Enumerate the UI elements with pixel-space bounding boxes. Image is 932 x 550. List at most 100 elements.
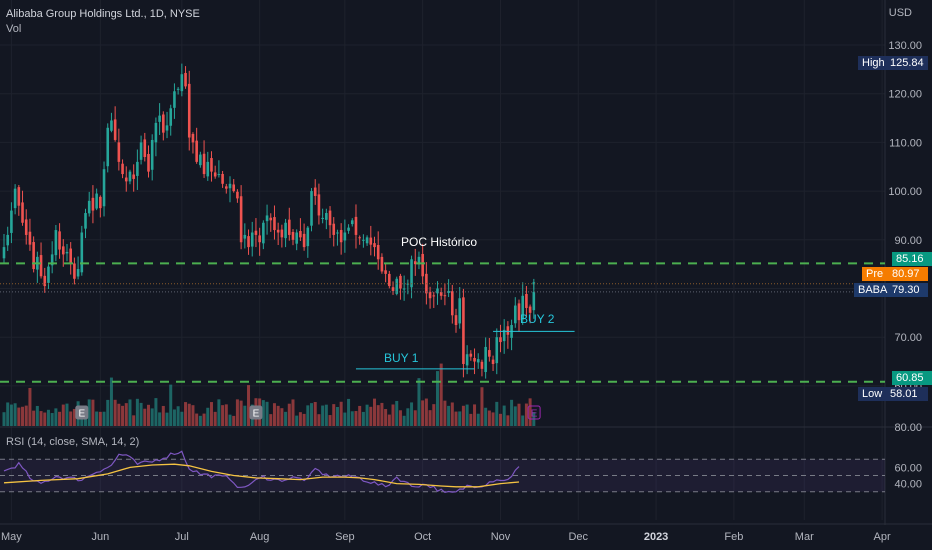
horizontal-levels[interactable] [0,262,885,383]
volume-bar-63 [235,399,239,426]
candle-body-78 [291,231,295,240]
volume-bar-127 [473,404,477,426]
volume-bar-106 [395,400,399,426]
x-tick-label-0: May [1,531,22,543]
volume-bar-8 [32,410,36,426]
volume-bar-74 [276,405,280,426]
candle-body-42 [158,115,161,122]
candle-body-32 [121,163,124,175]
high-badge: High 125.84 [858,56,928,70]
volume-bar-121 [450,402,454,426]
candle-body-130 [484,346,487,373]
buy1-annotation[interactable]: BUY 1 [384,351,419,365]
candle-body-77 [287,219,291,235]
candle-body-47 [176,88,180,90]
volume-bar-42 [158,412,162,426]
symbol-badge: BABA 79.30 [854,283,928,297]
volume-bar-105 [391,404,395,426]
candle-body-10 [39,255,43,277]
candle-body-31 [117,142,121,162]
y-tick-label-3: 100.00 [888,186,922,198]
volume-bar-120 [447,405,451,426]
volume-bar-139 [517,403,521,426]
candle-body-129 [480,361,484,369]
volume-bar-112 [417,378,421,426]
volume-bar-44 [165,412,169,426]
volume-bar-21 [80,414,84,426]
candle-body-82 [306,227,310,247]
x-tick-label-10: Mar [795,531,814,543]
rsi-tick-label-0: 60.00 [894,462,922,474]
candle-body-106 [395,278,399,294]
volume-bar-25 [95,411,99,426]
y-tick-label-0: 130.00 [888,40,922,52]
volume-bar-28 [106,399,110,426]
volume-bar-116 [432,404,436,426]
poc-annotation[interactable]: POC Histórico [401,235,478,249]
y-tick-label-4: 90.00 [894,235,922,247]
candle-body-92 [343,232,347,241]
volume-bar-46 [172,409,176,426]
x-tick-label-11: Apr [874,531,891,543]
volume-bar-70 [261,400,265,426]
volume-bar-140 [521,415,525,426]
candle-body-33 [124,177,128,182]
volume-bar-10 [39,411,43,426]
volume-label[interactable]: Vol [6,23,22,35]
candle-body-71 [265,215,269,222]
candle-body-124 [462,297,465,364]
volume-bar-64 [239,400,243,426]
candle-body-109 [406,283,410,285]
volume-bar-58 [217,399,221,426]
level-bottom-value: 60.85 [892,371,932,385]
candle-body-1 [6,234,10,246]
volume-bar-14 [54,408,58,426]
candle-body-125 [465,354,469,366]
candle-body-104 [388,273,391,287]
volume-bar-102 [380,402,384,426]
volume-bar-39 [146,404,150,426]
candle-body-121 [451,291,454,316]
candle-body-56 [210,158,213,172]
volume-bar-86 [321,405,325,426]
chart-title[interactable]: Alibaba Group Holdings Ltd., 1D, NYSE [6,8,200,20]
candle-body-2 [10,210,13,233]
x-tick-label-6: Nov [491,531,511,543]
candle-body-131 [488,350,491,357]
low-badge: Low 58.01 [858,387,928,401]
rsi-label[interactable]: RSI (14, close, SMA, 14, 2) [6,436,140,448]
earnings-marker-2[interactable] [527,405,541,420]
buy2-annotation[interactable]: BUY 2 [520,312,555,326]
candle-body-46 [173,91,176,108]
candle-body-107 [399,275,402,289]
candle-body-72 [269,217,273,221]
candle-body-59 [221,173,224,184]
volume-bar-75 [280,408,284,426]
volume-bar-101 [376,405,380,426]
volume-bar-93 [347,398,351,426]
y-tick-label-2: 110.00 [889,137,922,149]
volume-bar-36 [135,398,139,426]
candle-body-100 [373,243,376,248]
volume-bar-16 [61,404,65,426]
x-tick-label-3: Aug [250,531,270,543]
candle-body-90 [336,232,339,234]
candle-body-19 [73,263,76,279]
candle-body-108 [402,288,406,290]
candle-body-128 [476,359,480,363]
candle-body-113 [421,253,424,277]
volume-bar-132 [491,412,495,426]
volume-bar-48 [180,411,184,426]
volume-bar-11 [43,412,47,426]
candle-body-110 [410,259,413,288]
earnings-marker-0[interactable] [75,405,89,420]
volume-bar-34 [128,399,132,426]
currency-label[interactable]: USD [888,7,912,19]
earnings-marker-1[interactable] [249,405,263,420]
candle-body-134 [499,337,502,343]
candle-body-45 [169,108,173,126]
volume-bar-98 [365,404,369,426]
candle-body-67 [250,232,254,247]
